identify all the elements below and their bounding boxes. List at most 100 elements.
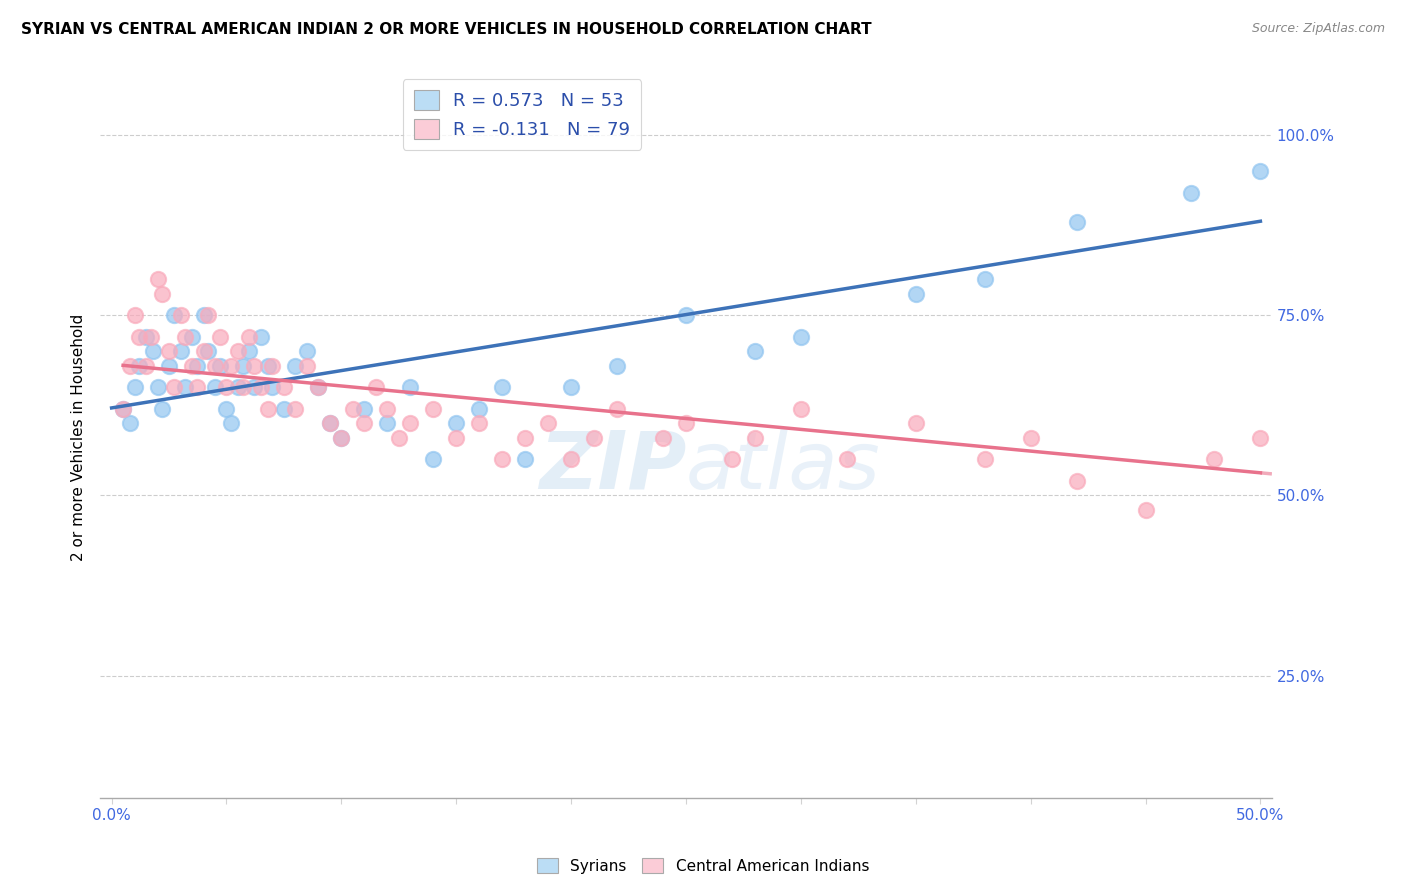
Point <box>128 359 150 373</box>
Point <box>375 401 398 416</box>
Point <box>375 417 398 431</box>
Point <box>142 344 165 359</box>
Point <box>790 330 813 344</box>
Point <box>157 359 180 373</box>
Point <box>118 417 141 431</box>
Point <box>204 380 226 394</box>
Point <box>835 452 858 467</box>
Point <box>215 380 238 394</box>
Point <box>243 380 266 394</box>
Point <box>353 401 375 416</box>
Text: ZIP: ZIP <box>538 427 686 506</box>
Point <box>606 359 628 373</box>
Point <box>721 452 744 467</box>
Text: Source: ZipAtlas.com: Source: ZipAtlas.com <box>1251 22 1385 36</box>
Point <box>1019 431 1042 445</box>
Point <box>560 380 582 394</box>
Point <box>112 401 135 416</box>
Point <box>124 308 146 322</box>
Point <box>399 380 422 394</box>
Point <box>257 401 280 416</box>
Point <box>1180 186 1202 200</box>
Point <box>112 401 135 416</box>
Point <box>606 401 628 416</box>
Point <box>1364 128 1386 142</box>
Point <box>468 401 491 416</box>
Point <box>135 359 157 373</box>
Point <box>307 380 329 394</box>
Point <box>1066 474 1088 488</box>
Point <box>257 359 280 373</box>
Point <box>537 417 560 431</box>
Point <box>468 417 491 431</box>
Point <box>118 359 141 373</box>
Point <box>250 380 273 394</box>
Point <box>243 359 266 373</box>
Point <box>163 380 186 394</box>
Point <box>515 452 537 467</box>
Point <box>307 380 329 394</box>
Point <box>491 452 513 467</box>
Legend: Syrians, Central American Indians: Syrians, Central American Indians <box>530 852 876 880</box>
Point <box>238 330 260 344</box>
Point <box>973 272 995 286</box>
Y-axis label: 2 or more Vehicles in Household: 2 or more Vehicles in Household <box>72 314 86 561</box>
Point <box>226 380 249 394</box>
Point <box>388 431 411 445</box>
Point <box>904 286 927 301</box>
Point <box>238 344 260 359</box>
Point <box>250 330 273 344</box>
Point <box>904 417 927 431</box>
Text: atlas: atlas <box>686 427 880 506</box>
Point <box>186 359 208 373</box>
Point <box>139 330 162 344</box>
Point <box>193 344 215 359</box>
Point <box>353 417 375 431</box>
Point <box>1204 452 1226 467</box>
Point <box>744 344 766 359</box>
Point <box>342 401 364 416</box>
Point <box>652 431 675 445</box>
Point <box>364 380 387 394</box>
Point <box>973 452 995 467</box>
Point <box>208 330 231 344</box>
Point <box>219 417 242 431</box>
Point <box>174 380 197 394</box>
Point <box>169 308 191 322</box>
Point <box>262 380 284 394</box>
Point <box>124 380 146 394</box>
Point <box>744 431 766 445</box>
Point <box>422 452 444 467</box>
Point <box>330 431 353 445</box>
Point <box>169 344 191 359</box>
Point <box>319 417 342 431</box>
Point <box>232 380 254 394</box>
Point <box>215 401 238 416</box>
Point <box>675 308 697 322</box>
Point <box>560 452 582 467</box>
Point <box>146 272 169 286</box>
Point <box>181 359 204 373</box>
Point <box>491 380 513 394</box>
Point <box>675 417 697 431</box>
Point <box>232 359 254 373</box>
Point <box>284 359 307 373</box>
Text: SYRIAN VS CENTRAL AMERICAN INDIAN 2 OR MORE VEHICLES IN HOUSEHOLD CORRELATION CH: SYRIAN VS CENTRAL AMERICAN INDIAN 2 OR M… <box>21 22 872 37</box>
Point <box>1249 164 1271 178</box>
Point <box>219 359 242 373</box>
Point <box>295 344 318 359</box>
Point <box>446 431 468 445</box>
Point <box>790 401 813 416</box>
Point <box>163 308 186 322</box>
Point <box>193 308 215 322</box>
Point <box>226 344 249 359</box>
Point <box>1066 214 1088 228</box>
Point <box>319 417 342 431</box>
Point <box>330 431 353 445</box>
Point <box>583 431 606 445</box>
Point <box>174 330 197 344</box>
Point <box>150 401 173 416</box>
Legend: R = 0.573   N = 53, R = -0.131   N = 79: R = 0.573 N = 53, R = -0.131 N = 79 <box>402 79 641 150</box>
Point <box>1295 452 1317 467</box>
Point <box>128 330 150 344</box>
